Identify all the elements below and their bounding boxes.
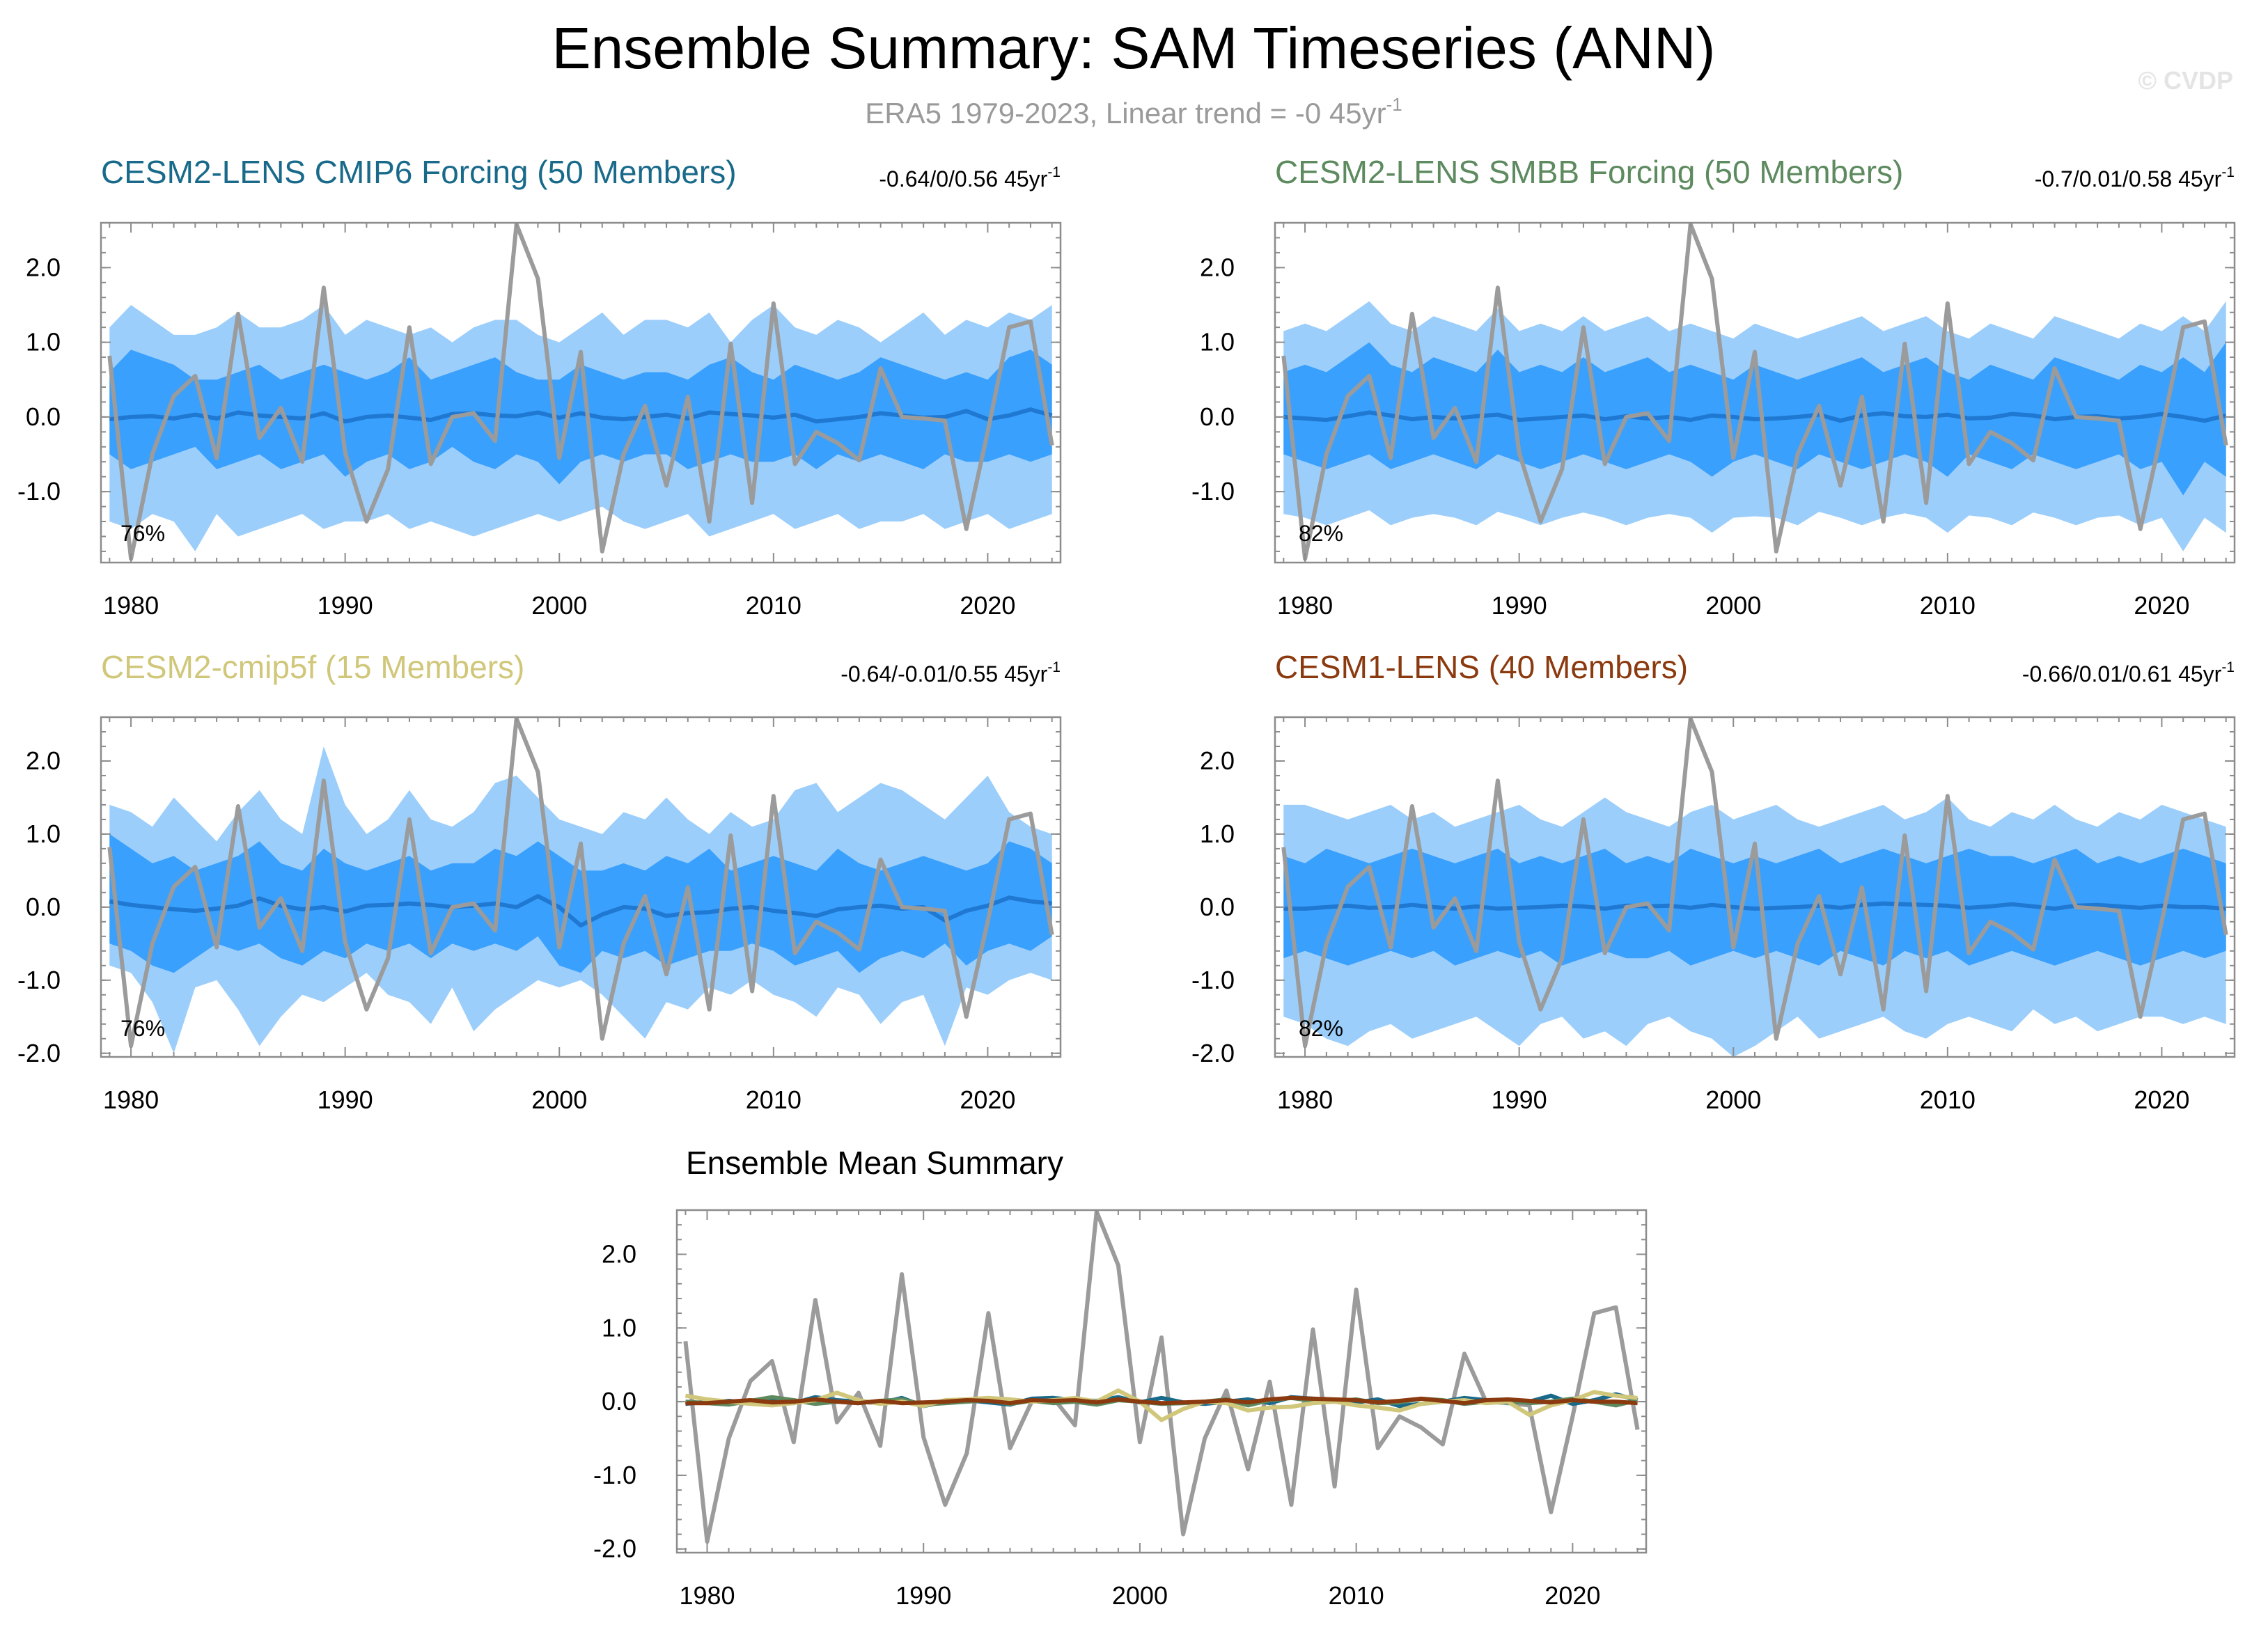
x-tick-label: 2000 (1705, 1085, 1761, 1114)
stats-text: -0.7/0.01/0.58 45yr (2035, 166, 2222, 191)
stats-text: -0.64/0/0.56 45yr (879, 166, 1047, 191)
stats-superscript: -1 (1047, 659, 1061, 675)
panel-ensemble-mean-summary: Ensemble Mean Summary 2.0 1.0 0.0 -1.0 -2.0 19… (593, 1145, 1648, 1610)
y-tick-label: -2.0 (593, 1535, 636, 1563)
y-tick-label: 2.0 (26, 253, 61, 281)
y-tick-label: -1.0 (17, 966, 61, 994)
x-tick-label: 1980 (103, 1085, 159, 1114)
panel-title: CESM2-LENS SMBB Forcing (50 Members) (1275, 154, 1903, 190)
panel-title: CESM2-LENS CMIP6 Forcing (50 Members) (101, 154, 737, 190)
y-tick-label: 1.0 (602, 1313, 636, 1342)
x-tick-label: 2000 (531, 1085, 587, 1114)
figure-subtitle: ERA5 1979-2023, Linear trend = -0 45yr-1 (865, 94, 1402, 130)
observation-line-era5 (107, 223, 1054, 561)
percent-label: 76% (120, 521, 165, 546)
x-tick-label: 2010 (1920, 591, 1976, 620)
observation-line-era5 (683, 1210, 1640, 1544)
stats-text: -0.66/0.01/0.61 45yr (2022, 661, 2222, 687)
y-tick-label: -2.0 (17, 1039, 61, 1067)
subtitle-superscript: -1 (1386, 94, 1402, 115)
x-tick-label: 2020 (960, 591, 1015, 620)
y-tick-label: 1.0 (26, 820, 61, 848)
panel-cesm2-lens-smbb: CESM2-LENS SMBB Forcing (50 Members) -0.7… (1191, 154, 2236, 620)
plot-area (1281, 717, 2228, 1057)
x-tick-label: 2010 (746, 1085, 801, 1114)
y-tick-label: 2.0 (26, 746, 61, 775)
stats-superscript: -1 (1047, 164, 1061, 180)
stats-superscript: -1 (2221, 164, 2235, 180)
plot-area (683, 1210, 1640, 1544)
x-tick-label: 2010 (1329, 1581, 1384, 1610)
series-line-p4 (685, 1395, 1638, 1406)
x-tick-label: 2010 (1920, 1085, 1976, 1114)
y-tick-label: 1.0 (26, 328, 61, 356)
y-tick-label: 1.0 (1200, 328, 1235, 356)
observation-line-era5 (1281, 223, 2228, 561)
observation-line-era5 (107, 717, 1054, 1049)
y-tick-label: -1.0 (1191, 966, 1235, 994)
ensemble-mean-line (109, 894, 1053, 928)
panel-stats: -0.66/0.01/0.61 45yr-1 (2022, 659, 2235, 687)
percent-label: 76% (120, 1016, 165, 1041)
stats-text: -0.64/-0.01/0.55 45yr (840, 661, 1047, 687)
x-tick-label: 2020 (960, 1085, 1015, 1114)
y-tick-label: -1.0 (17, 477, 61, 505)
panel-title: CESM1-LENS (40 Members) (1275, 649, 1688, 685)
y-tick-label: 0.0 (26, 893, 61, 921)
y-tick-label: 2.0 (602, 1239, 636, 1268)
x-tick-label: 2000 (1112, 1581, 1168, 1610)
plot-area (1281, 223, 2228, 561)
x-tick-label: 2020 (2134, 1085, 2189, 1114)
panel-stats: -0.64/0/0.56 45yr-1 (879, 164, 1061, 191)
plot-area (107, 717, 1054, 1053)
x-tick-label: 1980 (679, 1581, 735, 1610)
x-tick-label: 2020 (2134, 591, 2189, 620)
x-tick-label: 1980 (103, 591, 159, 620)
y-tick-label: 0.0 (602, 1387, 636, 1416)
x-tick-label: 1990 (318, 1085, 373, 1114)
figure-title: Ensemble Summary: SAM Timeseries (ANN) (552, 15, 1715, 81)
y-tick-label: 0.0 (26, 402, 61, 431)
panel-cesm2-cmip5f: CESM2-cmip5f (15 Members) -0.64/-0.01/0.5… (17, 649, 1062, 1114)
y-tick-label: -1.0 (593, 1461, 636, 1489)
x-tick-label: 2020 (1544, 1581, 1600, 1610)
x-tick-label: 2000 (531, 591, 587, 620)
x-tick-label: 2000 (1705, 591, 1761, 620)
y-tick-label: 0.0 (1200, 402, 1235, 431)
y-tick-label: 2.0 (1200, 253, 1235, 281)
y-tick-label: -1.0 (1191, 477, 1235, 505)
plot-frame (675, 1209, 1648, 1554)
stats-superscript: -1 (2221, 659, 2235, 675)
y-tick-label: 0.0 (1200, 893, 1235, 921)
x-tick-label: 1980 (1277, 591, 1333, 620)
percent-label: 82% (1299, 521, 1343, 546)
ensemble-mean-line (1283, 410, 2227, 423)
y-tick-label: -2.0 (1191, 1039, 1235, 1067)
x-tick-label: 1990 (318, 591, 373, 620)
x-tick-label: 1980 (1277, 1085, 1333, 1114)
ensemble-mean-line (1283, 901, 2226, 911)
x-tick-label: 1990 (1492, 591, 1547, 620)
panel-stats: -0.7/0.01/0.58 45yr-1 (2035, 164, 2235, 191)
ensemble-mean-line (109, 407, 1053, 424)
panel-title: Ensemble Mean Summary (686, 1145, 1063, 1181)
panel-stats: -0.64/-0.01/0.55 45yr-1 (840, 659, 1061, 687)
y-tick-label: 1.0 (1200, 820, 1235, 848)
plot-area (107, 223, 1054, 561)
x-tick-label: 2010 (746, 591, 801, 620)
watermark: © CVDP (2138, 66, 2233, 95)
y-tick-label: 2.0 (1200, 746, 1235, 775)
observation-line-era5 (1281, 717, 2228, 1049)
x-tick-label: 1990 (896, 1581, 951, 1610)
panel-cesm2-lens-cmip6: CESM2-LENS CMIP6 Forcing (50 Members) -0.… (17, 154, 1062, 620)
panel-title: CESM2-cmip5f (15 Members) (101, 649, 524, 685)
percent-label: 82% (1299, 1016, 1343, 1041)
panel-cesm1-lens: CESM1-LENS (40 Members) -0.66/0.01/0.61 4… (1191, 649, 2236, 1114)
subtitle-text: ERA5 1979-2023, Linear trend = -0 45yr (865, 97, 1386, 130)
x-tick-label: 1990 (1492, 1085, 1547, 1114)
